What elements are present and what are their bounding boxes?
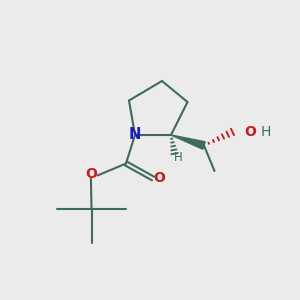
Text: O: O (85, 167, 97, 181)
Text: O: O (244, 125, 256, 139)
Text: H: H (174, 151, 183, 164)
Text: N: N (129, 127, 141, 142)
Text: O: O (153, 172, 165, 185)
Polygon shape (171, 135, 205, 149)
Text: H: H (261, 125, 271, 139)
